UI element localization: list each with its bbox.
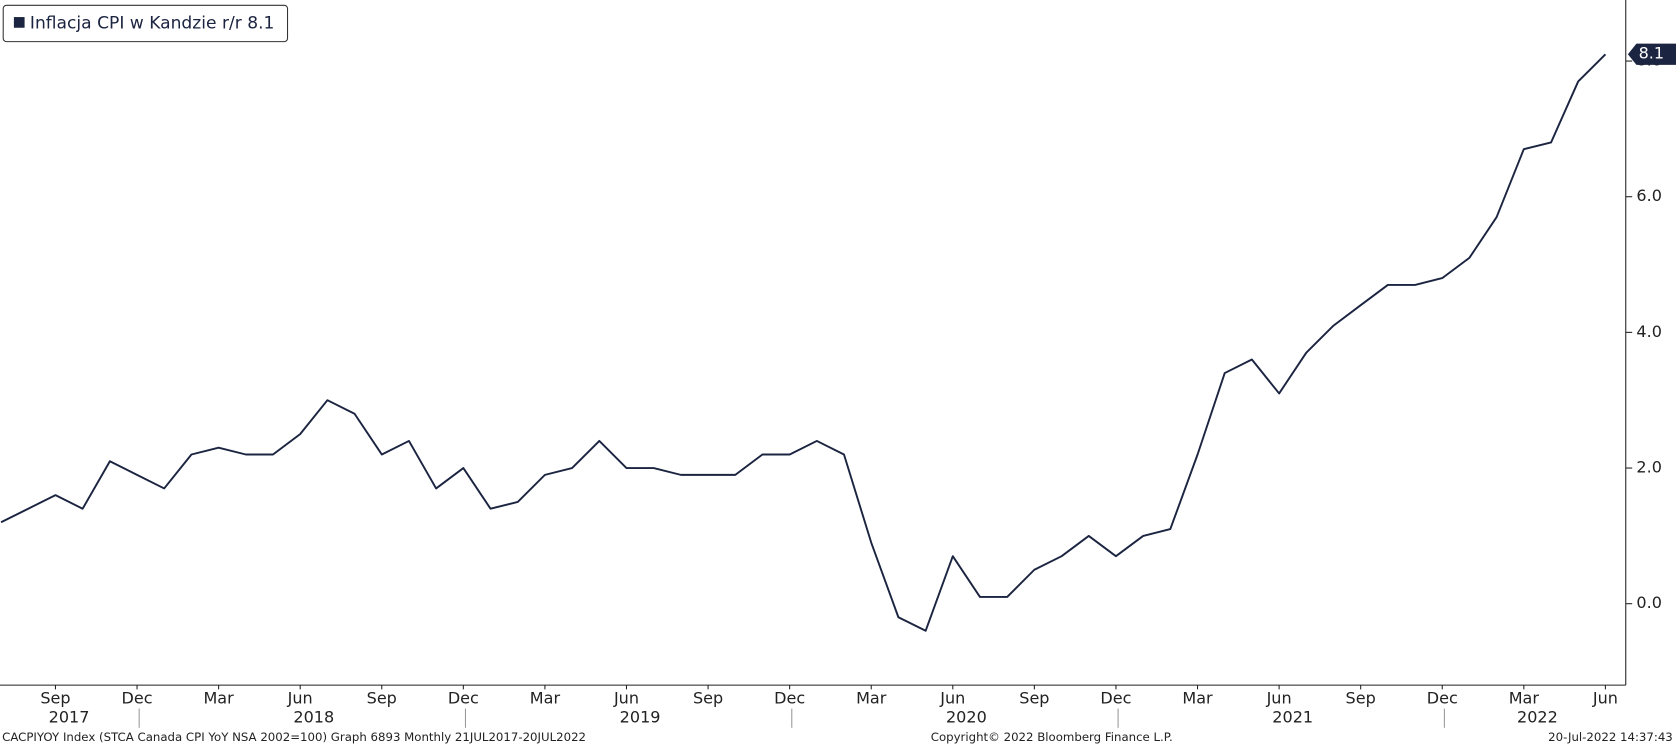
x-tick-label: Jun — [613, 688, 639, 707]
year-label: 2020 — [946, 708, 987, 727]
x-tick-label: Dec — [774, 688, 805, 707]
series-line — [0, 53, 1607, 632]
legend-swatch — [13, 17, 25, 28]
legend-box — [2, 4, 289, 43]
footer-copyright: Copyright© 2022 Bloomberg Finance L.P. — [931, 730, 1173, 744]
x-tick-label: Mar — [856, 688, 887, 707]
year-label: 2021 — [1272, 708, 1313, 727]
x-tick-label: Mar — [203, 688, 234, 707]
x-tick-label: Mar — [530, 688, 561, 707]
legend-text: Inflacja CPI w Kandzie r/r 8.1 — [30, 13, 274, 33]
year-label: 2018 — [293, 708, 334, 727]
x-tick-label: Jun — [1592, 688, 1618, 707]
y-tick-label: 2.0 — [1636, 458, 1662, 477]
year-label: 2019 — [620, 708, 661, 727]
x-tick-label: Dec — [122, 688, 153, 707]
x-tick-label: Dec — [1100, 688, 1131, 707]
year-label: 2022 — [1517, 708, 1558, 727]
legend: Inflacja CPI w Kandzie r/r 8.1 — [2, 4, 289, 43]
x-tick-label: Dec — [1427, 688, 1458, 707]
x-tick-label: Sep — [40, 688, 70, 707]
x-tick-label: Jun — [1266, 688, 1292, 707]
legend-value: 8.1 — [247, 13, 274, 33]
x-tick-label: Sep — [1019, 688, 1049, 707]
x-tick-label: Mar — [1509, 688, 1540, 707]
footer-source: CACPIYOY Index (STCA Canada CPI YoY NSA … — [2, 730, 586, 744]
x-tick-label: Mar — [1182, 688, 1213, 707]
legend-name: Inflacja CPI w Kandzie r/r — [30, 13, 243, 33]
x-tick-label: Sep — [1346, 688, 1376, 707]
footer-date: 20-Jul-2022 14:37:43 — [1548, 730, 1673, 744]
y-tick-label: 6.0 — [1636, 186, 1662, 205]
x-tick-label: Dec — [448, 688, 479, 707]
y-tick-label: 4.0 — [1636, 322, 1662, 341]
y-tick-label: 0.0 — [1636, 593, 1662, 612]
year-label: 2017 — [49, 708, 90, 727]
x-tick-label: Sep — [693, 688, 723, 707]
x-tick-label: Jun — [939, 688, 965, 707]
x-tick-label: Sep — [367, 688, 397, 707]
last-value-tag — [1627, 43, 1676, 65]
last-value-label: 8.1 — [1639, 44, 1665, 63]
x-tick-label: Jun — [287, 688, 313, 707]
